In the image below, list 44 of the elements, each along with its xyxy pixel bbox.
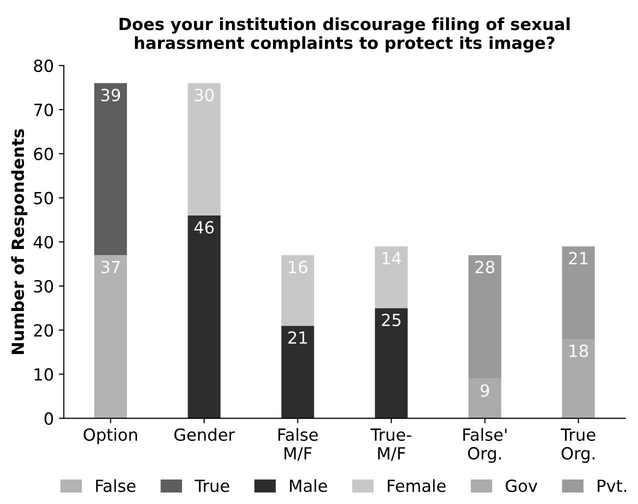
- data-label: 9: [480, 384, 490, 397]
- y-tick-label: 0: [44, 412, 53, 425]
- data-label: 39: [101, 88, 120, 102]
- legend-label: False: [96, 479, 136, 492]
- bar: [94, 255, 127, 418]
- bar: [281, 326, 314, 418]
- x-tick-label: False M/F: [278, 428, 318, 461]
- y-tick-label: 70: [34, 104, 53, 116]
- x-tick-label: False' Org.: [463, 428, 506, 463]
- chart-title: Does your institution discourage filing of sexual harassment complaints to protect its image?: [120, 17, 570, 52]
- y-tick-label: 10: [34, 368, 53, 381]
- y-axis-title: Number of Respondents: [11, 129, 28, 354]
- bar: [468, 378, 502, 418]
- legend-label: Pvt.: [598, 480, 626, 492]
- data-label: 28: [475, 260, 494, 274]
- bar: [562, 338, 595, 418]
- data-label: 21: [288, 331, 307, 344]
- bar: [374, 246, 408, 308]
- bar: [562, 246, 595, 339]
- y-tick-label: 20: [34, 324, 53, 337]
- bar: [374, 308, 408, 418]
- data-label: 21: [569, 252, 588, 264]
- legend-label: Gov: [506, 479, 538, 492]
- x-tick-label: Gender: [174, 428, 235, 441]
- legend-label: Female: [388, 479, 446, 492]
- data-label: 37: [101, 260, 120, 274]
- legend-label: True: [194, 480, 230, 492]
- x-tick-label: Option: [84, 428, 137, 444]
- y-tick-label: 50: [34, 192, 53, 204]
- y-tick-label: 60: [34, 148, 53, 160]
- y-tick-label: 80: [34, 59, 53, 72]
- bar: [188, 215, 221, 418]
- x-tick-label: True- M/F: [370, 428, 412, 461]
- bar: [188, 83, 221, 216]
- legend-label: Male: [290, 479, 327, 492]
- y-tick-label: 30: [34, 280, 53, 293]
- bar: [94, 83, 127, 256]
- bar: [468, 255, 502, 379]
- data-label: 18: [570, 344, 588, 358]
- bar: [281, 255, 314, 326]
- data-label: 25: [382, 314, 400, 326]
- data-label: 46: [194, 221, 214, 234]
- y-tick-label: 40: [34, 236, 53, 248]
- x-tick-label: True Org.: [560, 428, 596, 463]
